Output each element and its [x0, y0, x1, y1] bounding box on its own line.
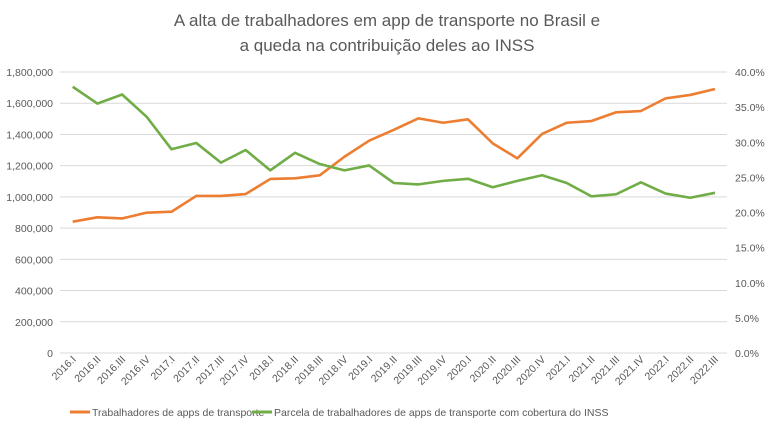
- y-right-tick-label: 5.0%: [735, 313, 759, 325]
- y-left-tick-label: 0: [47, 348, 53, 360]
- y-right-tick-label: 10.0%: [735, 278, 765, 290]
- y-left-tick-label: 1,800,000: [6, 67, 53, 79]
- y-right-tick-label: 25.0%: [735, 172, 765, 184]
- y-left-tick-label: 1,200,000: [6, 161, 53, 173]
- y-right-tick-label: 0.0%: [735, 348, 759, 360]
- y-right-tick-label: 35.0%: [735, 102, 765, 114]
- y-left-tick-label: 1,400,000: [6, 129, 53, 141]
- y-right-tick-label: 20.0%: [735, 208, 765, 220]
- y-left-tick-label: 800,000: [15, 223, 53, 235]
- chart-title-line-1: A alta de trabalhadores em app de transp…: [174, 11, 600, 30]
- y-left-tick-label: 1,600,000: [6, 98, 53, 110]
- y-right-tick-label: 30.0%: [735, 137, 765, 149]
- y-left-tick-label: 600,000: [15, 254, 53, 266]
- series-line-workers: [72, 87, 716, 223]
- y-left-tick-label: 400,000: [15, 286, 53, 298]
- y-left-tick-label: 1,000,000: [6, 192, 53, 204]
- legend-label-workers: Trabalhadores de apps de transporte: [92, 407, 265, 419]
- y-right-tick-label: 40.0%: [735, 67, 765, 79]
- chart-title-line-2: a queda na contribuição deles ao INSS: [240, 36, 535, 55]
- y-right-tick-label: 15.0%: [735, 243, 765, 255]
- y-left-tick-label: 200,000: [15, 317, 53, 329]
- legend-label-inss-share: Parcela de trabalhadores de apps de tran…: [274, 407, 608, 419]
